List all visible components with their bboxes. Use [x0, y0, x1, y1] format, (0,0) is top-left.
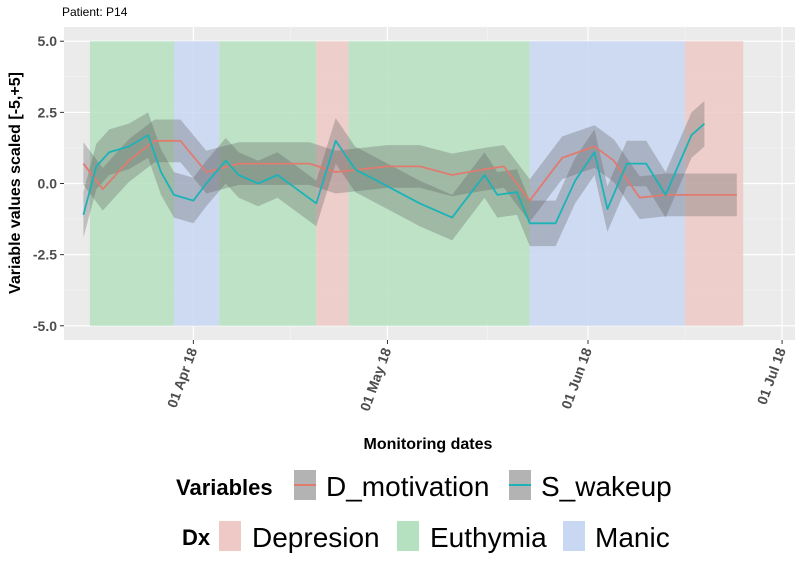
x-tick-label: 01 Jun 18 [558, 345, 595, 411]
patient-subtitle: Patient: P14 [62, 5, 128, 19]
dx-period-manic [173, 41, 220, 326]
legend-label-s-wakeup: S_wakeup [541, 471, 672, 502]
legend-key-manic [563, 521, 585, 551]
legend-key-depresion [219, 521, 241, 551]
y-tick-label: 2.5 [38, 104, 58, 120]
x-axis: 01 Apr 18 01 May 18 01 Jun 18 01 Jul 18 [164, 340, 789, 413]
x-tick-label: 01 Jul 18 [754, 345, 789, 406]
series-line-d-motivation [82, 139, 737, 202]
x-tick-label: 01 Apr 18 [164, 345, 200, 409]
confidence-band-s-wakeup [83, 101, 705, 247]
legend-key-d-motivation [294, 470, 316, 500]
x-tick-label: 01 May 18 [357, 345, 395, 413]
legend-variables-title: Variables [176, 475, 273, 500]
legend-label-d-motivation: D_motivation [326, 471, 489, 502]
y-axis-title: Variable values scaled [-5,+5] [7, 72, 24, 294]
x-axis-title: Monitoring dates [364, 436, 493, 453]
y-tick-label: 5.0 [38, 33, 58, 49]
legend-label-depresion: Depresion [252, 522, 380, 553]
legend-key-euthymia [397, 521, 419, 551]
confidence-band-d-motivation [83, 119, 737, 222]
dx-period-euthymia [348, 41, 530, 326]
legend-label-manic: Manic [595, 522, 670, 553]
dx-period-euthymia [219, 41, 317, 326]
legend-variables: Variables D_motivation S_wakeup [176, 470, 672, 502]
y-tick-label: -2.5 [33, 247, 57, 263]
series-line-s-wakeup [82, 123, 705, 225]
legend-dx: Dx Depresion Euthymia Manic [182, 521, 670, 553]
y-tick-label: -5.0 [33, 318, 57, 334]
plot-area [64, 27, 795, 340]
dx-period-euthymia [89, 41, 174, 326]
y-axis: -5.0 -2.5 0.0 2.5 5.0 [33, 33, 64, 334]
legend-label-euthymia: Euthymia [430, 522, 547, 553]
dx-period-depresion [685, 41, 744, 326]
legend-key-s-wakeup [509, 470, 531, 500]
y-tick-label: 0.0 [38, 176, 58, 192]
legend-dx-title: Dx [182, 525, 211, 550]
